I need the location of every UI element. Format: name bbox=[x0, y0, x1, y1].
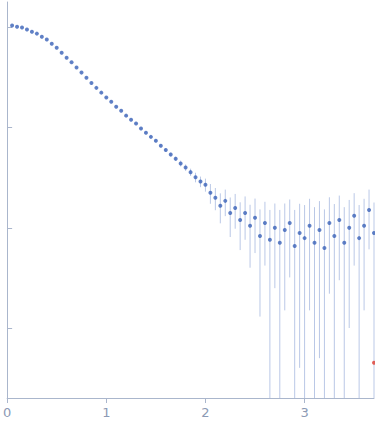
svg-text:1: 1 bbox=[102, 405, 110, 420]
svg-text:3: 3 bbox=[300, 405, 308, 420]
svg-text:2: 2 bbox=[201, 405, 209, 420]
svg-text:0: 0 bbox=[3, 405, 11, 420]
